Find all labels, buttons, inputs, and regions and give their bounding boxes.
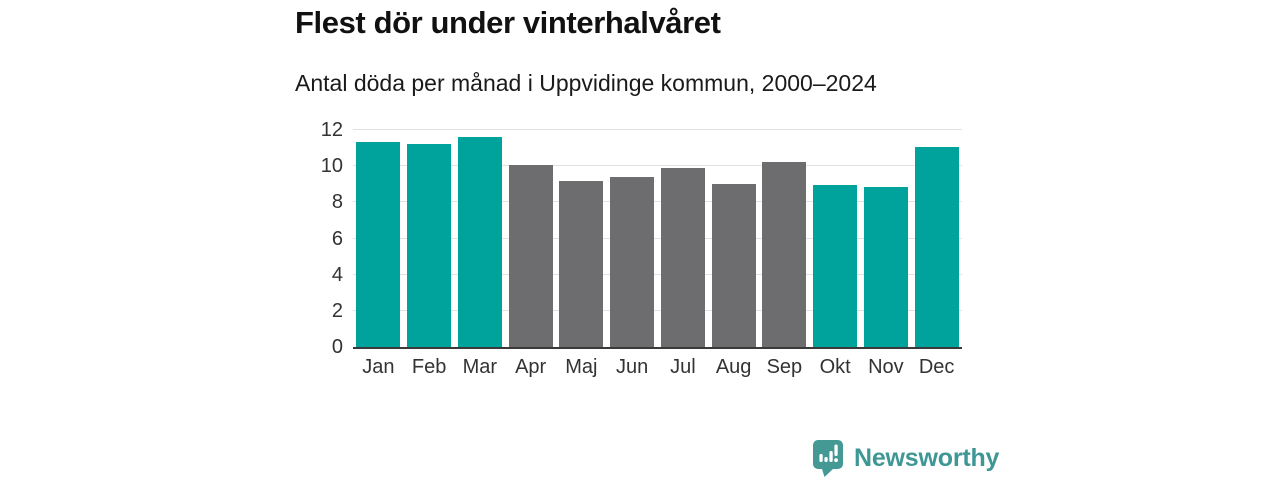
bar-mar xyxy=(457,136,502,347)
bar-okt xyxy=(813,184,858,347)
x-label-aug: Aug xyxy=(715,356,752,378)
bar-band-jun xyxy=(607,130,658,347)
bars-container xyxy=(353,130,962,347)
gridline-8 xyxy=(353,201,962,203)
bar-apr xyxy=(508,165,553,347)
x-label-sep: Sep xyxy=(766,356,803,378)
x-label-jan: Jan xyxy=(362,356,395,378)
gridline-6 xyxy=(353,237,962,239)
y-tick-label-8: 8 xyxy=(331,191,343,214)
bar-nov xyxy=(863,187,908,347)
bar-sep xyxy=(762,161,807,347)
y-tick-label-4: 4 xyxy=(331,263,343,286)
bar-band-feb xyxy=(404,130,455,347)
bar-jul xyxy=(660,168,705,347)
x-label-jun: Jun xyxy=(616,356,649,378)
y-tick-label-12: 12 xyxy=(320,119,343,141)
bar-band-jan xyxy=(353,130,404,347)
newsworthy-logo-icon xyxy=(813,440,843,477)
bar-band-okt xyxy=(810,130,861,347)
bar-band-jul xyxy=(658,130,709,347)
x-label-nov: Nov xyxy=(868,356,904,378)
chart-subtitle: Antal döda per månad i Uppvidinge kommun… xyxy=(295,70,877,96)
x-label-okt: Okt xyxy=(819,356,851,378)
bar-dec xyxy=(914,146,959,347)
x-label-feb: Feb xyxy=(411,356,447,378)
bar-band-nov xyxy=(861,130,912,347)
bar-band-apr xyxy=(505,130,556,347)
gridline-2 xyxy=(353,309,962,311)
x-label-maj: Maj xyxy=(565,356,598,378)
bar-feb xyxy=(407,144,452,347)
plot-area xyxy=(353,129,962,349)
bar-jun xyxy=(610,177,655,347)
x-label-dec: Dec xyxy=(918,356,955,378)
bar-band-mar xyxy=(455,130,506,347)
newsworthy-logo: Newsworthy xyxy=(813,440,999,477)
bar-band-maj xyxy=(556,130,607,347)
y-tick-label-10: 10 xyxy=(320,155,343,178)
newsworthy-brand-name: Newsworthy xyxy=(854,444,1000,472)
x-axis: Jan Feb Mar Apr Maj Jun Jul Aug Sep Okt Nov Dec xyxy=(353,356,962,379)
bar-maj xyxy=(559,180,604,347)
y-axis: 0 2 4 6 8 10 12 xyxy=(280,120,343,357)
bar-band-dec xyxy=(911,130,962,347)
bar-band-aug xyxy=(708,130,759,347)
bar-band-sep xyxy=(759,130,810,347)
gridline-12 xyxy=(353,129,962,130)
x-label-mar: Mar xyxy=(462,356,498,378)
y-tick-label-6: 6 xyxy=(331,227,343,250)
bar-jan xyxy=(356,142,401,347)
y-tick-label-2: 2 xyxy=(331,299,343,322)
chart-title: Flest dör under vinterhalvåret xyxy=(295,5,721,40)
gridline-10 xyxy=(353,165,962,167)
x-label-apr: Apr xyxy=(515,356,547,378)
y-tick-label-0: 0 xyxy=(331,336,343,358)
gridline-4 xyxy=(353,273,962,275)
x-label-jul: Jul xyxy=(670,356,696,378)
bar-aug xyxy=(711,184,756,347)
